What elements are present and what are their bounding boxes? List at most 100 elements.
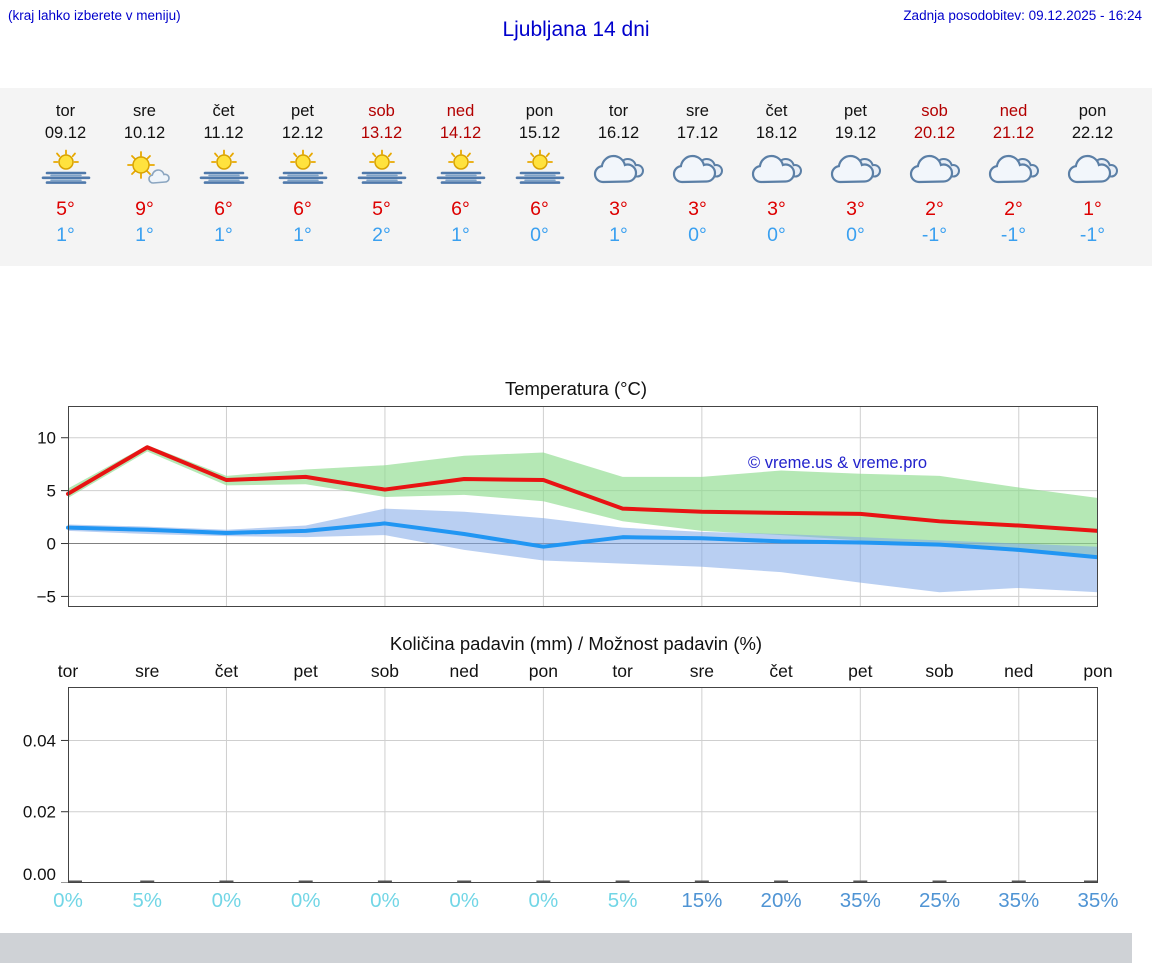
forecast-day: čet 11.12 6° 1° xyxy=(184,100,263,248)
day-date: 16.12 xyxy=(597,124,640,142)
high-temp: 6° xyxy=(530,198,549,220)
high-temp: 3° xyxy=(767,198,786,220)
day-name: sob xyxy=(921,102,948,120)
precip-day-label: pon xyxy=(1083,661,1113,681)
precip-day-label: sob xyxy=(925,661,954,681)
temperature-section: Temperatura (°C) 10 5 0 −5 © vreme.us & vrem… xyxy=(0,378,1152,607)
day-name: ned xyxy=(999,102,1028,120)
precip-day-label: pon xyxy=(528,661,558,681)
precip-day-label: čet xyxy=(214,661,239,681)
low-temp: 1° xyxy=(451,224,470,246)
sun-fog-icon xyxy=(500,144,579,194)
high-temp: 3° xyxy=(846,198,865,220)
high-temp: 2° xyxy=(1004,198,1023,220)
svg-text:−5: −5 xyxy=(37,587,56,606)
day-name: čet xyxy=(212,102,235,120)
precip-day-label: pet xyxy=(293,661,318,681)
forecast-day: sre 17.12 3° 0° xyxy=(658,100,737,248)
forecast-day: tor 16.12 3° 1° xyxy=(579,100,658,248)
high-temp: 6° xyxy=(214,198,233,220)
last-updated: Zadnja posodobitev: 09.12.2025 - 16:24 xyxy=(903,8,1142,23)
cloudy-icon xyxy=(895,144,974,194)
forecast-day: sob 20.12 2° -1° xyxy=(895,100,974,248)
forecast-day: pet 12.12 6° 1° xyxy=(263,100,342,248)
svg-text:0.04: 0.04 xyxy=(23,731,56,750)
day-date: 17.12 xyxy=(676,124,719,142)
sun-fog-icon xyxy=(26,144,105,194)
precip-probability: 0% xyxy=(290,889,321,912)
low-temp: 0° xyxy=(767,224,786,246)
low-temp: 1° xyxy=(293,224,312,246)
precip-probability: 5% xyxy=(607,889,638,912)
day-name: pet xyxy=(844,102,867,120)
high-temp: 2° xyxy=(925,198,944,220)
day-name: pon xyxy=(525,102,554,120)
day-name: sre xyxy=(686,102,709,120)
temperature-chart: 10 5 0 −5 © vreme.us & vreme.pro xyxy=(37,406,1098,607)
day-date: 14.12 xyxy=(439,124,482,142)
day-date: 10.12 xyxy=(123,124,166,142)
footer-bar xyxy=(0,933,1132,963)
precip-probability: 0% xyxy=(211,889,242,912)
precip-day-label: ned xyxy=(449,661,479,681)
precip-probability: 5% xyxy=(132,889,163,912)
temperature-chart-title: Temperatura (°C) xyxy=(504,378,648,399)
forecast-day: sre 10.12 9° 1° xyxy=(105,100,184,248)
svg-text:10: 10 xyxy=(37,429,56,448)
precip-probability: 35% xyxy=(998,889,1040,912)
low-temp: 0° xyxy=(846,224,865,246)
high-temp: 9° xyxy=(135,198,154,220)
cloudy-icon xyxy=(974,144,1053,194)
svg-text:0: 0 xyxy=(47,535,56,554)
svg-text:0.02: 0.02 xyxy=(23,803,56,822)
forecast-day: čet 18.12 3° 0° xyxy=(737,100,816,248)
low-temp: 0° xyxy=(530,224,549,246)
sun-fog-icon xyxy=(342,144,421,194)
day-date: 09.12 xyxy=(44,124,87,142)
precip-day-label: pet xyxy=(848,661,873,681)
day-date: 11.12 xyxy=(203,124,244,142)
precip-day-labels: tor sre čet pet sob ned pon tor sre čet pet sob ned p… xyxy=(0,661,1152,687)
precip-day-label: sob xyxy=(370,661,400,681)
high-temp: 5° xyxy=(372,198,391,220)
cloudy-icon xyxy=(816,144,895,194)
forecast-day: pet 19.12 3° 0° xyxy=(816,100,895,248)
precip-day-label: sre xyxy=(689,661,714,681)
day-date: 19.12 xyxy=(834,124,877,142)
forecast-day: pon 15.12 6° 0° xyxy=(500,100,579,248)
svg-text:0.00: 0.00 xyxy=(23,865,56,883)
precip-day-label: ned xyxy=(1004,661,1034,681)
low-temp: -1° xyxy=(1079,224,1106,246)
day-date: 12.12 xyxy=(281,124,324,142)
day-date: 22.12 xyxy=(1071,124,1114,142)
precip-probability: 0% xyxy=(449,889,479,912)
cloudy-icon xyxy=(579,144,658,194)
precip-day-label: čet xyxy=(769,661,793,681)
page-title: Ljubljana 14 dni xyxy=(502,18,650,41)
day-name: pet xyxy=(291,102,314,120)
forecast-day: pon 22.12 1° -1° xyxy=(1053,100,1132,248)
precip-day-label: sre xyxy=(135,661,160,681)
low-temp: -1° xyxy=(921,224,948,246)
precip-probability: 25% xyxy=(919,889,961,912)
day-name: čet xyxy=(765,102,788,120)
day-date: 13.12 xyxy=(360,124,403,142)
low-temp: 1° xyxy=(56,224,75,246)
sun-fog-icon xyxy=(263,144,342,194)
precipitation-section: Količina padavin (mm) / Možnost padavin … xyxy=(0,633,1152,923)
forecast-day: ned 14.12 6° 1° xyxy=(421,100,500,248)
day-name: sob xyxy=(368,102,395,120)
precip-probability-labels: 0% 5% 0% 0% 0% 0% 0% 5% 15% 20% 35% 25% 35% 35% xyxy=(0,889,1152,923)
location-hint: (kraj lahko izberete v meniju) xyxy=(8,8,181,23)
cloudy-icon xyxy=(658,144,737,194)
low-temp: 2° xyxy=(372,224,391,246)
cloudy-icon xyxy=(737,144,816,194)
sun-icon xyxy=(105,144,184,194)
day-date: 15.12 xyxy=(518,124,561,142)
high-temp: 3° xyxy=(609,198,628,220)
precipitation-chart-title: Količina padavin (mm) / Možnost padavin … xyxy=(389,633,763,654)
low-temp: 1° xyxy=(135,224,154,246)
precip-probability: 35% xyxy=(839,889,881,912)
day-name: ned xyxy=(446,102,475,120)
